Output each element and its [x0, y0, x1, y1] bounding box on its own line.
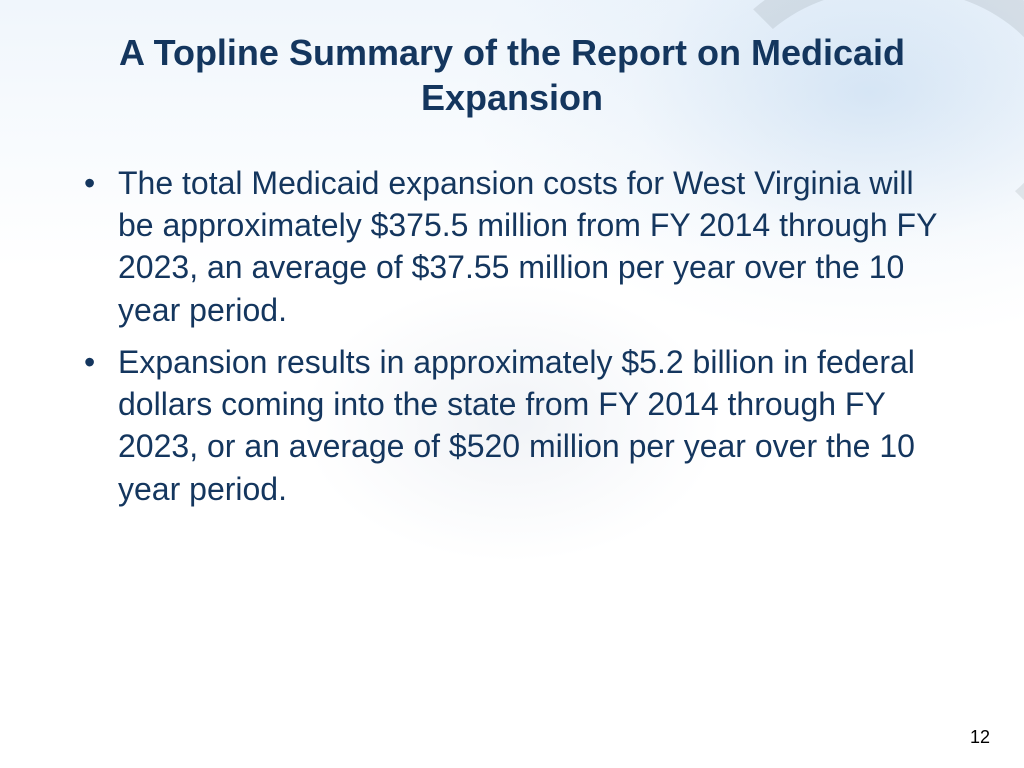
page-number: 12 [970, 727, 990, 748]
bullet-item: Expansion results in approximately $5.2 … [118, 341, 954, 510]
bullet-item: The total Medicaid expansion costs for W… [118, 162, 954, 331]
slide-title: A Topline Summary of the Report on Medic… [70, 30, 954, 120]
slide-container: A Topline Summary of the Report on Medic… [0, 0, 1024, 768]
bullet-list: The total Medicaid expansion costs for W… [70, 162, 954, 510]
